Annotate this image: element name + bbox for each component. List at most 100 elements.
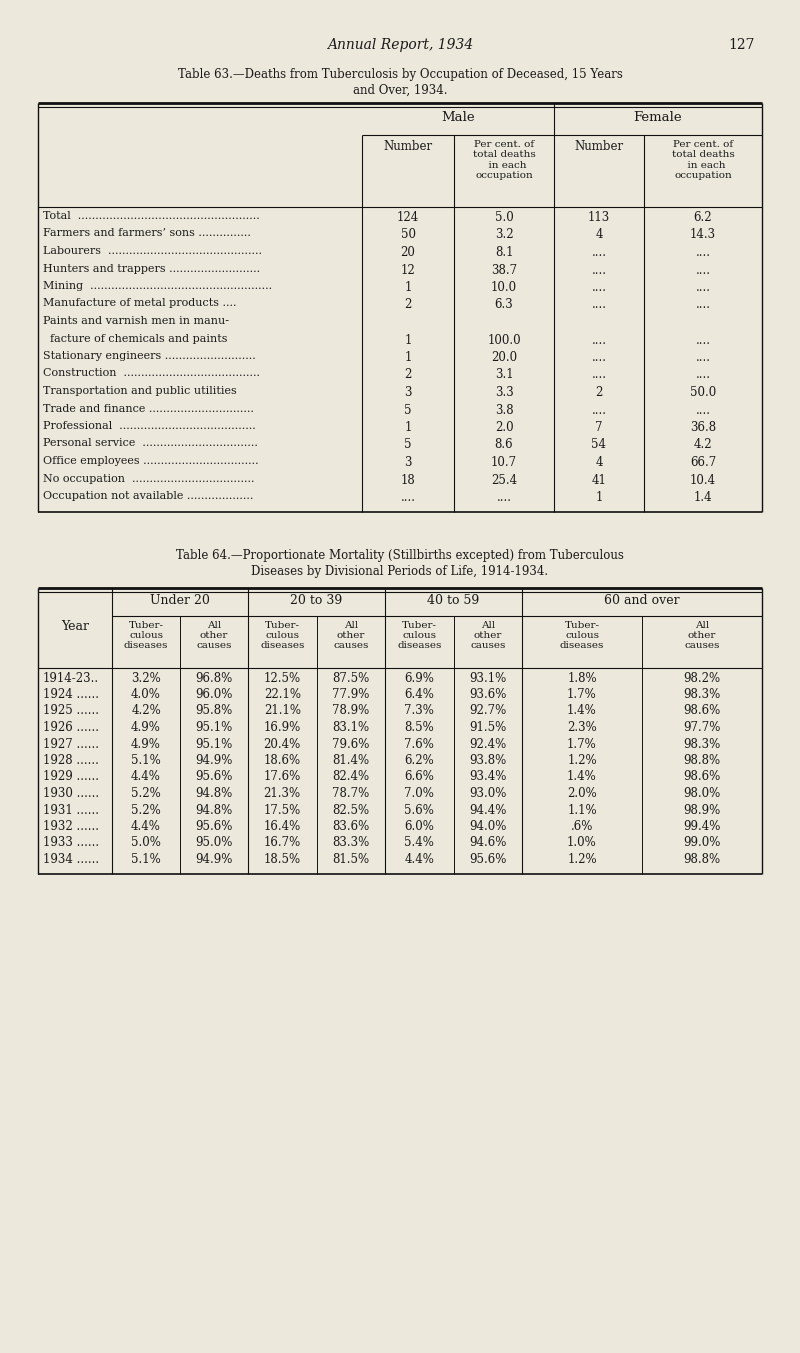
Text: ....: .... — [591, 350, 606, 364]
Text: 4.9%: 4.9% — [131, 737, 161, 751]
Text: 12: 12 — [401, 264, 415, 276]
Text: Per cent. of
total deaths
  in each
occupation: Per cent. of total deaths in each occupa… — [473, 139, 535, 180]
Text: ....: .... — [695, 281, 710, 294]
Text: 4.2%: 4.2% — [131, 705, 161, 717]
Text: 82.4%: 82.4% — [332, 770, 370, 783]
Text: ....: .... — [695, 368, 710, 382]
Text: 5.0%: 5.0% — [131, 836, 161, 850]
Text: 20.4%: 20.4% — [264, 737, 301, 751]
Text: 5.1%: 5.1% — [131, 754, 161, 767]
Text: 5.6%: 5.6% — [404, 804, 434, 816]
Text: 5.4%: 5.4% — [404, 836, 434, 850]
Text: Male: Male — [441, 111, 475, 124]
Text: 99.4%: 99.4% — [683, 820, 721, 833]
Text: 98.2%: 98.2% — [683, 671, 721, 685]
Text: Manufacture of metal products ....: Manufacture of metal products .... — [43, 299, 237, 308]
Text: Tuber-
culous
diseases: Tuber- culous diseases — [397, 621, 442, 651]
Text: Personal service  .................................: Personal service .......................… — [43, 438, 258, 448]
Text: 1.8%: 1.8% — [567, 671, 597, 685]
Text: 94.9%: 94.9% — [195, 852, 233, 866]
Text: 6.9%: 6.9% — [404, 671, 434, 685]
Text: facture of chemicals and paints: facture of chemicals and paints — [43, 333, 227, 344]
Text: 95.0%: 95.0% — [195, 836, 233, 850]
Text: ....: .... — [695, 246, 710, 258]
Text: 6.4%: 6.4% — [404, 687, 434, 701]
Text: 1.4%: 1.4% — [567, 705, 597, 717]
Text: 1.4: 1.4 — [694, 491, 712, 505]
Text: 98.6%: 98.6% — [683, 705, 721, 717]
Text: 3.8: 3.8 — [494, 403, 514, 417]
Text: 2.0%: 2.0% — [567, 787, 597, 800]
Text: 94.8%: 94.8% — [195, 804, 233, 816]
Text: Farmers and farmers’ sons ...............: Farmers and farmers’ sons ..............… — [43, 229, 251, 238]
Text: 4.9%: 4.9% — [131, 721, 161, 733]
Text: 95.6%: 95.6% — [195, 770, 233, 783]
Text: 5.2%: 5.2% — [131, 787, 161, 800]
Text: 1.1%: 1.1% — [567, 804, 597, 816]
Text: 25.4: 25.4 — [491, 474, 517, 487]
Text: 1932 ......: 1932 ...... — [43, 820, 99, 833]
Text: 2: 2 — [595, 386, 602, 399]
Text: Year: Year — [61, 621, 89, 633]
Text: 16.4%: 16.4% — [264, 820, 301, 833]
Text: Female: Female — [634, 111, 682, 124]
Text: 1930 ......: 1930 ...... — [43, 787, 99, 800]
Text: 41: 41 — [591, 474, 606, 487]
Text: 1924 ......: 1924 ...... — [43, 687, 99, 701]
Text: 1: 1 — [404, 350, 412, 364]
Text: 1.2%: 1.2% — [567, 852, 597, 866]
Text: Annual Report, 1934: Annual Report, 1934 — [327, 38, 473, 51]
Text: 2: 2 — [404, 368, 412, 382]
Text: 18: 18 — [401, 474, 415, 487]
Text: 82.5%: 82.5% — [332, 804, 370, 816]
Text: 6.0%: 6.0% — [404, 820, 434, 833]
Text: 1914-23..: 1914-23.. — [43, 671, 99, 685]
Text: 17.5%: 17.5% — [264, 804, 301, 816]
Text: 6.2%: 6.2% — [404, 754, 434, 767]
Text: 4.4%: 4.4% — [131, 770, 161, 783]
Text: All
other
causes: All other causes — [196, 621, 232, 651]
Text: 94.6%: 94.6% — [469, 836, 506, 850]
Text: .6%: .6% — [571, 820, 593, 833]
Text: Tuber-
culous
diseases: Tuber- culous diseases — [124, 621, 168, 651]
Text: Occupation not available ...................: Occupation not available ...............… — [43, 491, 254, 501]
Text: ....: .... — [695, 299, 710, 311]
Text: 21.3%: 21.3% — [264, 787, 301, 800]
Text: 66.7: 66.7 — [690, 456, 716, 469]
Text: 93.6%: 93.6% — [469, 687, 506, 701]
Text: 1: 1 — [595, 491, 602, 505]
Text: 97.7%: 97.7% — [683, 721, 721, 733]
Text: 12.5%: 12.5% — [264, 671, 301, 685]
Text: ....: .... — [695, 333, 710, 346]
Text: 98.3%: 98.3% — [683, 687, 721, 701]
Text: 1.7%: 1.7% — [567, 687, 597, 701]
Text: 1.4%: 1.4% — [567, 770, 597, 783]
Text: 98.3%: 98.3% — [683, 737, 721, 751]
Text: 79.6%: 79.6% — [332, 737, 370, 751]
Text: 81.4%: 81.4% — [332, 754, 370, 767]
Text: Hunters and trappers ..........................: Hunters and trappers ...................… — [43, 264, 260, 273]
Text: 83.3%: 83.3% — [332, 836, 370, 850]
Text: 99.0%: 99.0% — [683, 836, 721, 850]
Text: 4: 4 — [595, 229, 602, 241]
Text: 78.7%: 78.7% — [332, 787, 370, 800]
Text: ....: .... — [497, 491, 511, 505]
Text: 6.3: 6.3 — [494, 299, 514, 311]
Text: 16.7%: 16.7% — [264, 836, 301, 850]
Text: 7.6%: 7.6% — [404, 737, 434, 751]
Text: 3.1: 3.1 — [494, 368, 514, 382]
Text: 94.8%: 94.8% — [195, 787, 233, 800]
Text: 1928 ......: 1928 ...... — [43, 754, 99, 767]
Text: Paints and varnish men in manu-: Paints and varnish men in manu- — [43, 317, 229, 326]
Text: Construction  .......................................: Construction ...........................… — [43, 368, 260, 379]
Text: Number: Number — [383, 139, 433, 153]
Text: 94.0%: 94.0% — [469, 820, 506, 833]
Text: 1.0%: 1.0% — [567, 836, 597, 850]
Text: Trade and finance ..............................: Trade and finance ......................… — [43, 403, 254, 414]
Text: 87.5%: 87.5% — [332, 671, 370, 685]
Text: 1: 1 — [404, 333, 412, 346]
Text: 2: 2 — [404, 299, 412, 311]
Text: 7.3%: 7.3% — [404, 705, 434, 717]
Text: Number: Number — [574, 139, 623, 153]
Text: Table 63.—Deaths from Tuberculosis by Occupation of Deceased, 15 Years: Table 63.—Deaths from Tuberculosis by Oc… — [178, 68, 622, 81]
